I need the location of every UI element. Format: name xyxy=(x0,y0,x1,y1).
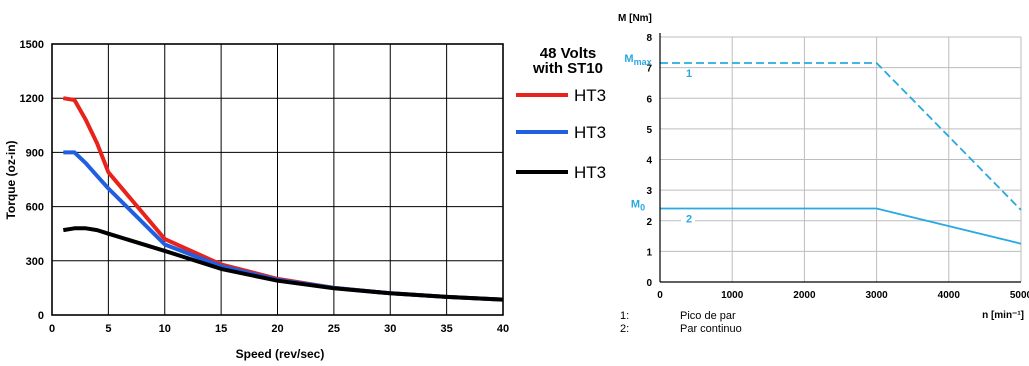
legend-label-3: HT3 xyxy=(574,163,606,182)
legend-label-2: HT3 xyxy=(574,123,606,142)
motor-footnote-key-1: 1: xyxy=(620,310,629,322)
torque-legend: 48 Volts with ST10 HT3 HT3 HT3 xyxy=(516,45,606,182)
motor-series-line-1 xyxy=(660,62,1022,211)
torque-y-tick-label: 300 xyxy=(26,256,44,268)
torque-series-line-1 xyxy=(62,96,504,302)
torque-series-line-3 xyxy=(62,226,504,302)
torque-y-tick-label: 0 xyxy=(38,310,44,322)
motor-y-tick-label: 3 xyxy=(646,186,652,197)
torque-series-line-2 xyxy=(63,150,504,302)
torque-x-axis-label: Speed (rev/sec) xyxy=(236,347,325,361)
legend-title-line-1: 48 Volts xyxy=(540,45,596,62)
motor-y-tick-label: 0 xyxy=(646,278,652,289)
torque-x-tick-label: 35 xyxy=(441,323,453,335)
motor-series-label-bg xyxy=(681,212,695,226)
motor-footnote-text-1: Pico de par xyxy=(680,310,736,322)
motor-footnote-text-2: Par continuo xyxy=(680,323,742,335)
torque-series-group xyxy=(62,96,504,302)
legend-title-line-2: with ST10 xyxy=(532,60,603,77)
motor-markers: Mmax M0 xyxy=(624,53,651,212)
torque-x-tick-label: 20 xyxy=(271,323,283,335)
torque-y-ticks: 0 300 600 900 1200 1500 xyxy=(20,39,44,322)
motor-x-axis-label: n [min⁻¹] xyxy=(982,310,1024,321)
torque-x-tick-label: 5 xyxy=(105,323,111,335)
legend-label-1: HT3 xyxy=(574,86,606,105)
torque-y-axis-label: Torque (oz-in) xyxy=(4,140,18,219)
torque-y-tick-label: 600 xyxy=(26,202,44,214)
torque-x-tick-label: 0 xyxy=(49,323,55,335)
torque-grid xyxy=(52,44,503,315)
motor-y-tick-label: 5 xyxy=(646,125,652,136)
torque-y-tick-label: 900 xyxy=(26,147,44,159)
motor-y-tick-label: 6 xyxy=(646,94,652,105)
torque-y-tick-label: 1500 xyxy=(20,39,44,51)
torque-x-tick-label: 30 xyxy=(384,323,396,335)
motor-y-tick-label: 2 xyxy=(646,217,652,228)
motor-footnotes: 1: Pico de par 2: Par continuo xyxy=(620,310,742,335)
torque-y-tick-label: 1200 xyxy=(20,93,44,105)
motor-x-tick-label: 1000 xyxy=(721,290,744,301)
motor-series-group: 12 xyxy=(660,62,1022,245)
motor-y-tick-label: 4 xyxy=(646,156,652,167)
motor-series-label-1: 1 xyxy=(686,68,692,80)
motor-footnote-key-2: 2: xyxy=(620,323,629,335)
motor-x-tick-label: 0 xyxy=(657,290,663,301)
motor-x-tick-label: 4000 xyxy=(938,290,961,301)
motor-marker-label-1: Mmax xyxy=(624,53,651,67)
torque-x-ticks: 0 5 10 15 20 25 30 35 40 xyxy=(49,323,509,335)
motor-grid xyxy=(659,36,1022,283)
motor-y-tick-label: 8 xyxy=(646,33,652,44)
motor-y-ticks: 0 1 2 3 4 5 6 7 8 xyxy=(646,33,652,289)
torque-x-tick-label: 15 xyxy=(215,323,227,335)
torque-plot-frame xyxy=(51,43,504,316)
motor-axes xyxy=(659,33,1021,283)
motor-series-line-2 xyxy=(660,207,1022,245)
motor-y-tick-label: 7 xyxy=(646,64,652,75)
torque-x-tick-label: 10 xyxy=(159,323,171,335)
motor-y-axis-label: M [Nm] xyxy=(618,13,652,24)
motor-x-tick-label: 2000 xyxy=(793,290,816,301)
torque-x-tick-label: 25 xyxy=(328,323,340,335)
torque-x-tick-label: 40 xyxy=(497,323,509,335)
motor-series-label-2: 2 xyxy=(686,214,692,226)
torque-chart: 0 5 10 15 20 25 30 35 40 0 300 600 900 1200 1500 Spee… xyxy=(4,39,606,361)
motor-x-tick-label: 3000 xyxy=(865,290,888,301)
motor-y-tick-label: 1 xyxy=(646,247,652,258)
motor-marker-label-2: M0 xyxy=(631,199,645,213)
